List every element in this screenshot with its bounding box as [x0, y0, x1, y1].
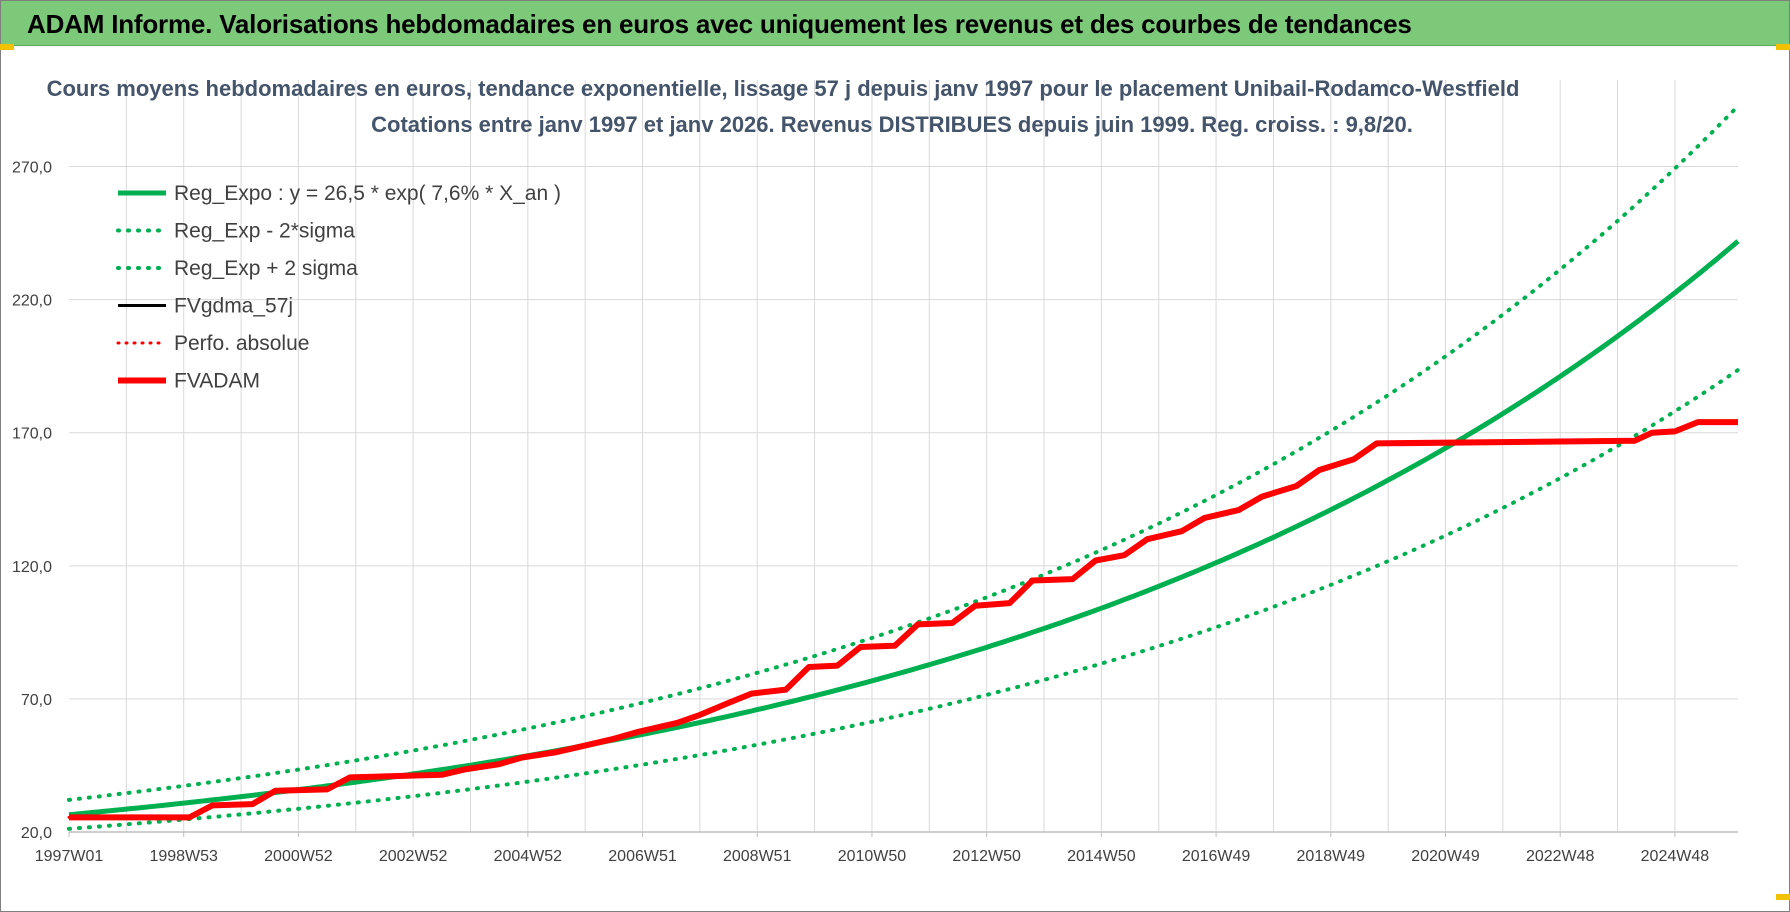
title-banner: ADAM Informe. Valorisations hebdomadaire…: [1, 1, 1789, 46]
x-tick-label: 2006W51: [608, 848, 677, 865]
series-line-reg-exp-2-sigma: [67, 368, 1740, 831]
x-tick-label: 2010W50: [838, 848, 907, 865]
series-line-reg-expo-y-26-5-exp-7-6-x-an: [68, 239, 1740, 818]
x-tick-label: 2016W49: [1182, 848, 1251, 865]
x-tick-label: 2000W52: [264, 848, 333, 865]
x-tick-label: 1998W53: [149, 848, 218, 865]
legend-label-reg-exp-2-sigma: Reg_Exp + 2 sigma: [174, 257, 358, 280]
axes: 20,0 70,0 120,0 170,0 220,0 270,0 1997W01 1998W…: [12, 160, 1738, 865]
y-tick-label: 20,0: [21, 825, 52, 842]
x-tick-label: 2002W52: [379, 848, 448, 865]
legend-label-reg-expo-y-26-5-exp-7-6-x-an: Reg_Expo : y = 26,5 * exp( 7,6% * X_an ): [174, 182, 561, 205]
x-tick-label: 2022W48: [1526, 848, 1595, 865]
y-tick-label: 220,0: [12, 293, 52, 310]
y-tick-label: 270,0: [12, 160, 52, 177]
banner-title: ADAM Informe. Valorisations hebdomadaire…: [27, 9, 1412, 39]
y-tick-label: 170,0: [12, 426, 52, 443]
chart-subtitle: Cotations entre janv 1997 et janv 2026. …: [371, 112, 1413, 137]
x-tick-label: 2020W49: [1411, 848, 1480, 865]
corner-marker-top-right: [1776, 44, 1790, 50]
chart-title: Cours moyens hebdomadaires en euros, ten…: [47, 76, 1520, 101]
y-tick-label: 120,0: [12, 559, 52, 576]
grid: [69, 80, 1738, 832]
series-line-fvgdma-57j: [69, 420, 1738, 819]
series-lines: [67, 104, 1740, 831]
x-tick-label: 2024W48: [1641, 848, 1710, 865]
x-tick-label: 2014W50: [1067, 848, 1136, 865]
legend: Reg_Expo : y = 26,5 * exp( 7,6% * X_an )…: [116, 182, 561, 393]
x-tick-label: 2004W52: [494, 848, 563, 865]
legend-label-fvgdma-57j: FVgdma_57j: [174, 295, 293, 318]
corner-marker-top-left: [0, 44, 14, 50]
x-tick-label: 2008W51: [723, 848, 792, 865]
legend-label-perfo-absolue: Perfo. absolue: [174, 332, 309, 355]
x-tick-label: 2012W50: [952, 848, 1021, 865]
series-line-perfo-absolue: [67, 420, 1740, 819]
x-tick-label: 1997W01: [35, 848, 104, 865]
series-line-reg-exp-2-sigma: [67, 104, 1740, 802]
series-line-fvadam: [69, 419, 1738, 821]
corner-marker-bottom-right: [1776, 894, 1790, 900]
legend-label-fvadam: FVADAM: [174, 370, 260, 393]
legend-label-reg-exp-2-sigma: Reg_Exp - 2*sigma: [174, 220, 355, 243]
y-tick-label: 70,0: [21, 692, 52, 709]
x-tick-label: 2018W49: [1297, 848, 1366, 865]
